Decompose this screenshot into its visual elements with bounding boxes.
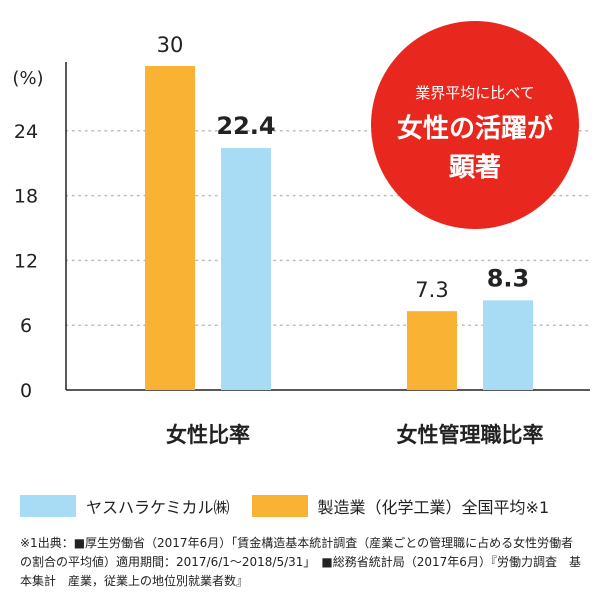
legend: ヤスハラケミカル㈱ 製造業（化学工業）全国平均※1 <box>20 494 571 518</box>
legend-swatch-company <box>20 495 76 517</box>
y-tick-label-2: 12 <box>14 250 38 272</box>
y-tick-label-4: 24 <box>14 121 38 143</box>
bar-0-1 <box>221 148 271 390</box>
footnote: ※1出典：■厚生労働省（2017年6月）「賃金構造基本統計調査（産業ごとの管理職… <box>20 536 581 588</box>
value-label-0-1: 22.4 <box>216 112 275 140</box>
legend-label-industry: 製造業（化学工業）全国平均※1 <box>317 498 550 517</box>
bars <box>145 66 533 390</box>
badge-circle <box>371 21 579 229</box>
category-label-0: 女性比率 <box>166 423 250 447</box>
badge-line-2: 顕著 <box>449 153 501 183</box>
value-label-1-0: 7.3 <box>415 278 448 302</box>
bar-1-1 <box>483 300 533 390</box>
y-tick-label-0: 0 <box>20 380 32 402</box>
bar-chart: 0 6 12 18 24 (%) 30 22.4 7.3 8.3 女性比率 女性管理職比率 業界平… <box>12 21 591 447</box>
badge-line-1: 女性の活躍が <box>397 113 553 144</box>
category-label-1: 女性管理職比率 <box>397 423 544 447</box>
legend-item-industry: 製造業（化学工業）全国平均※1 <box>251 494 550 518</box>
legend-item-company: ヤスハラケミカル㈱ <box>20 494 230 518</box>
y-axis-unit-label: (%) <box>12 68 43 89</box>
value-labels: 30 22.4 7.3 8.3 <box>157 33 530 302</box>
badge-line-0: 業界平均に比べて <box>415 84 534 102</box>
value-label-1-1: 8.3 <box>487 264 530 292</box>
bar-1-0 <box>407 311 457 390</box>
y-tick-label-3: 18 <box>14 186 38 208</box>
bar-0-0 <box>145 66 195 390</box>
legend-label-company: ヤスハラケミカル㈱ <box>86 498 230 517</box>
y-tick-label-1: 6 <box>20 315 32 337</box>
x-axis: 女性比率 女性管理職比率 <box>166 423 544 447</box>
value-label-0-0: 30 <box>157 33 184 57</box>
legend-swatch-industry <box>251 495 308 517</box>
